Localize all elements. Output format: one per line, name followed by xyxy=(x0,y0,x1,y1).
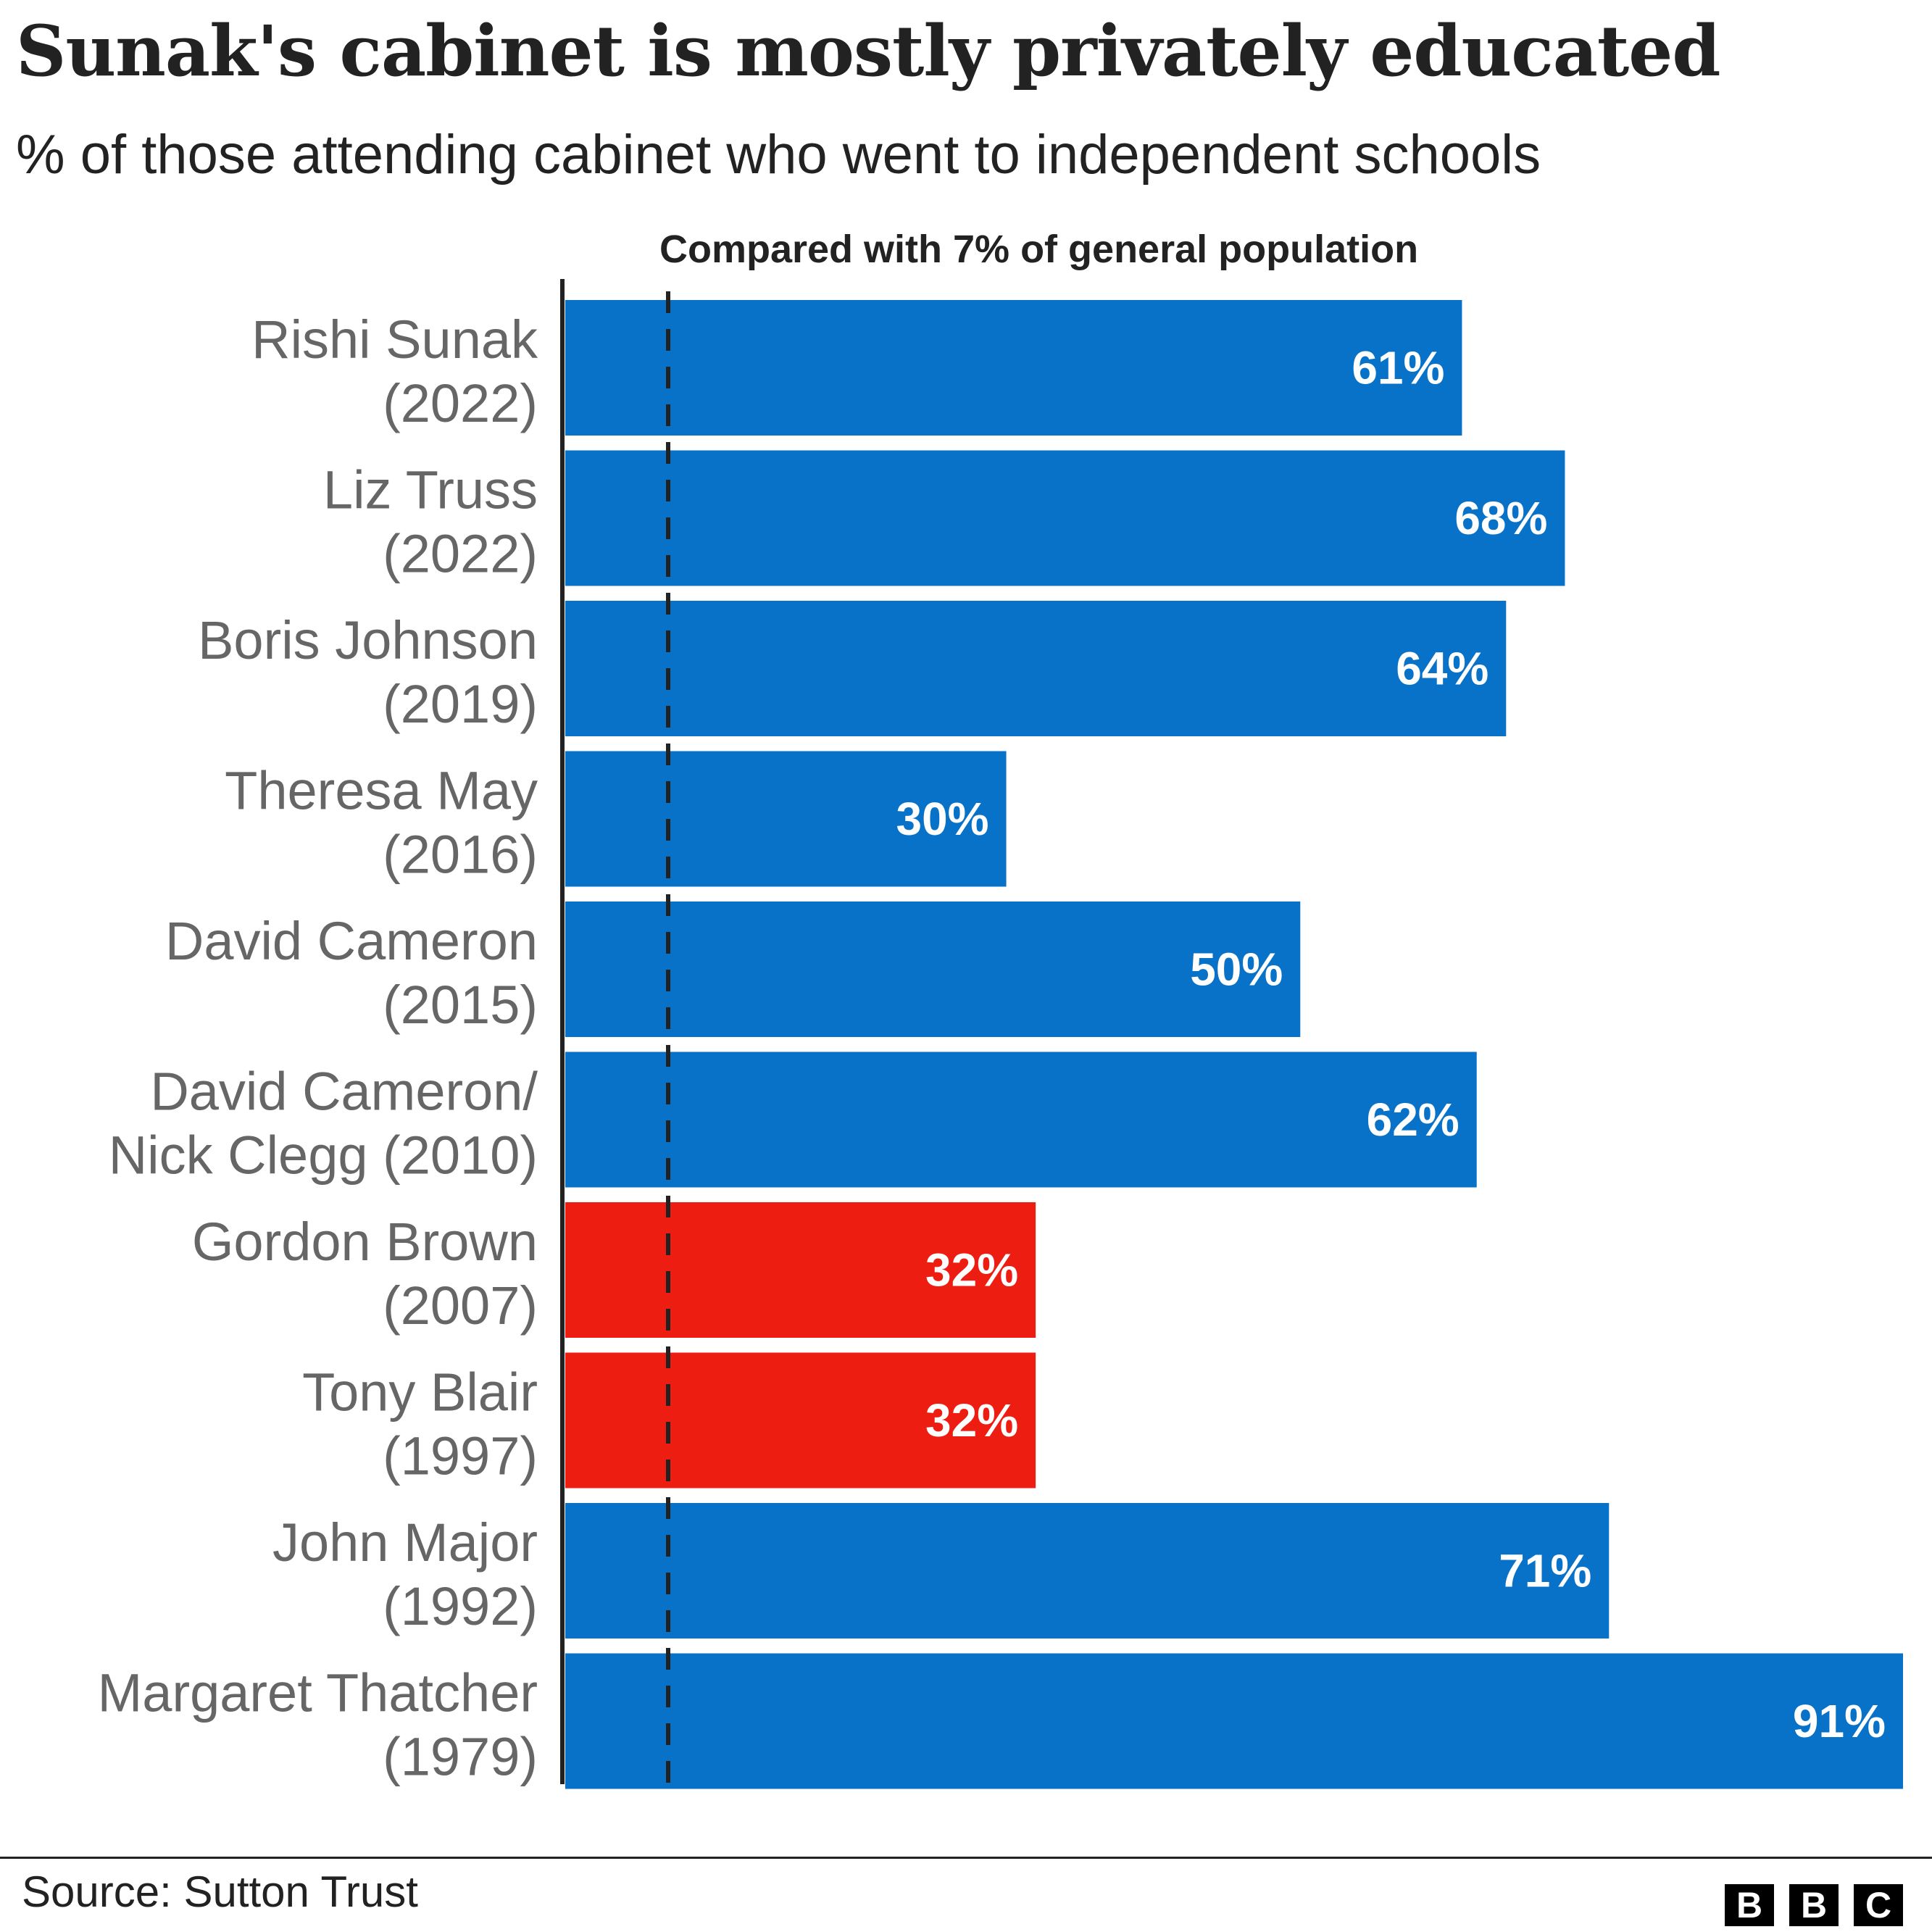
bar xyxy=(565,601,1507,736)
category-label-name: David Cameron xyxy=(165,911,538,971)
category-label-name: John Major xyxy=(272,1512,538,1573)
bar-value-label: 62% xyxy=(1367,1094,1460,1146)
category-label-year: (1979) xyxy=(383,1727,538,1787)
bar-value-label: 68% xyxy=(1454,492,1547,544)
category-label-name: Margaret Thatcher xyxy=(98,1663,538,1723)
bar xyxy=(565,1352,1036,1488)
reference-line-label: Compared with 7% of general population xyxy=(659,228,1418,271)
bar-chart: 61%Rishi Sunak(2022)68%Liz Truss(2022)64… xyxy=(98,228,1903,1789)
footer-divider xyxy=(0,1857,1932,1859)
bar xyxy=(565,1052,1477,1188)
bar xyxy=(565,1202,1036,1338)
bar-value-label: 91% xyxy=(1793,1695,1886,1747)
bbc-logo-letter: B xyxy=(1789,1884,1839,1926)
category-label-name: Liz Truss xyxy=(323,460,538,520)
category-label-year: (1997) xyxy=(383,1426,538,1486)
bar-value-label: 30% xyxy=(896,793,988,845)
bar xyxy=(565,902,1301,1037)
bar-value-label: 50% xyxy=(1190,944,1283,996)
bar-value-label: 61% xyxy=(1352,342,1444,394)
category-label-year: (2022) xyxy=(383,373,538,433)
bar-value-label: 32% xyxy=(925,1394,1018,1446)
category-label-year: (2015) xyxy=(383,975,538,1035)
category-label-year: (2019) xyxy=(383,674,538,734)
category-label-year: (2007) xyxy=(383,1275,538,1336)
category-label-year: (1992) xyxy=(383,1576,538,1636)
bar xyxy=(565,1503,1610,1639)
category-label-year: (2022) xyxy=(383,524,538,584)
category-label-name: Rishi Sunak xyxy=(251,309,538,370)
category-label-year: (2016) xyxy=(383,825,538,885)
bar xyxy=(565,1653,1903,1789)
bbc-logo-letter: C xyxy=(1854,1884,1903,1926)
category-label-name: David Cameron/ xyxy=(150,1062,538,1122)
bbc-logo-letter: B xyxy=(1725,1884,1774,1926)
bbc-logo: B B C xyxy=(1725,1884,1903,1926)
category-label-name: Theresa May xyxy=(225,761,538,821)
bar-value-label: 32% xyxy=(925,1244,1018,1296)
bar-value-label: 64% xyxy=(1396,643,1488,695)
bar xyxy=(565,300,1462,436)
category-label-name: Tony Blair xyxy=(302,1362,538,1423)
category-label-name: Boris Johnson xyxy=(198,610,538,670)
category-label-year: Nick Clegg (2010) xyxy=(109,1125,538,1186)
source-note: Source: Sutton Trust xyxy=(22,1868,418,1916)
bar xyxy=(565,450,1565,586)
category-label-name: Gordon Brown xyxy=(192,1212,538,1272)
chart-title: Sunak's cabinet is mostly privately educ… xyxy=(16,10,1720,92)
bar-value-label: 71% xyxy=(1499,1545,1591,1597)
chart-subtitle: % of those attending cabinet who went to… xyxy=(16,124,1541,186)
bar xyxy=(565,751,1007,887)
